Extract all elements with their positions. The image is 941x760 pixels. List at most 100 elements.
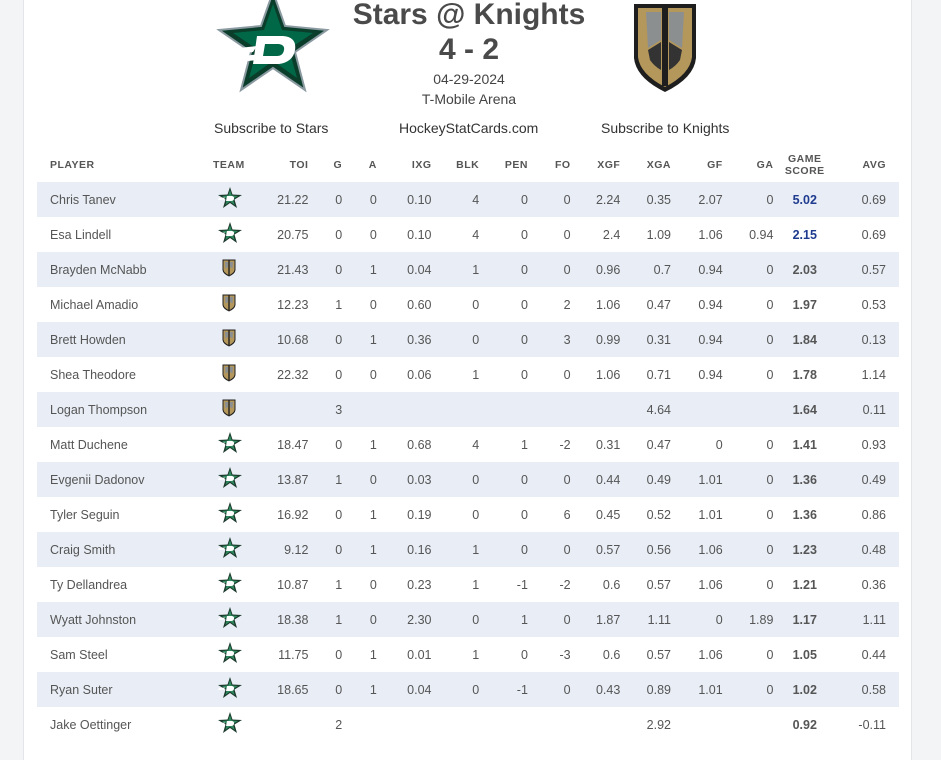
subscribe-stars-link[interactable]: Subscribe to Stars (214, 120, 329, 136)
player-name[interactable]: Brett Howden (50, 332, 126, 347)
stat-a: 0 (369, 192, 377, 207)
stat-g: 0 (335, 437, 343, 452)
col-xga[interactable]: XGA (646, 159, 672, 171)
col-g[interactable]: G (333, 159, 343, 171)
stat-game-score: 1.41 (792, 437, 817, 452)
player-name[interactable]: Shea Theodore (50, 367, 136, 382)
stat-avg: 0.57 (861, 262, 886, 277)
player-name[interactable]: Logan Thompson (50, 402, 148, 417)
stat-a: 0 (369, 367, 377, 382)
stat-xgf: 0.96 (595, 262, 621, 277)
stat-xgf (571, 392, 621, 427)
table-row[interactable]: Brett Howden 10.68 0 1 0.36 0 0 3 0.99 0.31 0.94 0 1… (37, 322, 899, 357)
col-pen[interactable]: PEN (504, 159, 528, 171)
col-fo[interactable]: FO (555, 159, 571, 171)
table-row[interactable]: Evgenii Dadonov 13.87 1 0 0.03 0 0 0 0.44 0.49 1.0… (37, 462, 899, 497)
table-row[interactable]: Wyatt Johnston 18.38 1 0 2.30 0 1 0 1.87 1.11 0 1.8… (37, 602, 899, 637)
stat-pen: 0 (520, 507, 528, 522)
stat-game-score: 1.36 (792, 507, 817, 522)
stat-game-score: 5.02 (792, 192, 817, 207)
col-team[interactable]: TEAM (212, 159, 245, 171)
player-name[interactable]: Matt Duchene (50, 437, 128, 452)
col-blk[interactable]: BLK (456, 159, 480, 171)
stat-toi: 22.32 (277, 367, 309, 382)
stat-avg: 0.69 (861, 192, 886, 207)
table-row[interactable]: Jake Oettinger 2 2.92 0.92 -0.11 (37, 707, 899, 742)
stat-a: 0 (369, 577, 377, 592)
team-cell (199, 672, 259, 707)
col-player[interactable]: PLAYER (50, 159, 95, 171)
table-row[interactable]: Brayden McNabb 21.43 0 1 0.04 1 0 0 0.96 0.7 0.94 0… (37, 252, 899, 287)
stat-xga: 4.64 (646, 402, 672, 417)
stat-fo: -3 (559, 647, 571, 662)
stat-xga: 0.47 (646, 297, 672, 312)
stat-xgf: 0.31 (595, 437, 621, 452)
player-name[interactable]: Evgenii Dadonov (50, 472, 145, 487)
player-name[interactable]: Jake Oettinger (50, 717, 132, 732)
stat-xgf: 0.57 (595, 542, 621, 557)
table-row[interactable]: Logan Thompson 3 4.64 1.64 0.11 (37, 392, 899, 427)
table-row[interactable]: Ty Dellandrea 10.87 1 0 0.23 1 -1 -2 0.6 0.57 1.06… (37, 567, 899, 602)
stat-xgf: 0.44 (595, 472, 621, 487)
col-game-score[interactable]: GAME SCORE (773, 148, 836, 182)
stat-xgf: 0.43 (595, 682, 621, 697)
stat-toi: 21.22 (277, 192, 309, 207)
player-name[interactable]: Michael Amadio (50, 297, 139, 312)
table-row[interactable]: Shea Theodore 22.32 0 0 0.06 1 0 0 1.06 0.71 0.94 0… (37, 357, 899, 392)
stars-team-icon (216, 642, 242, 667)
stat-game-score: 1.78 (792, 367, 817, 382)
table-row[interactable]: Esa Lindell 20.75 0 0 0.10 4 0 0 2.4 1.09 1.06 0.94… (37, 217, 899, 252)
table-row[interactable]: Matt Duchene 18.47 0 1 0.68 4 1 -2 0.31 0.47 0 0 1.4… (37, 427, 899, 462)
knights-team-icon (222, 364, 236, 385)
col-ga[interactable]: GA (756, 159, 774, 171)
game-title: Stars @ Knights (352, 0, 586, 31)
stat-blk: 1 (472, 647, 480, 662)
stat-g: 1 (335, 472, 343, 487)
stat-xga: 0.56 (646, 542, 672, 557)
stat-g: 1 (335, 577, 343, 592)
table-row[interactable]: Sam Steel 11.75 0 1 0.01 1 0 -3 0.6 0.57 1.06 0 1.05… (37, 637, 899, 672)
stat-avg: 1.14 (861, 367, 886, 382)
stat-avg: 0.44 (861, 647, 886, 662)
subscribe-knights-link[interactable]: Subscribe to Knights (601, 120, 730, 136)
table-row[interactable]: Ryan Suter 18.65 0 1 0.04 0 -1 0 0.43 0.89 1.01 0 1.… (37, 672, 899, 707)
stat-ixg: 0.36 (407, 332, 432, 347)
stat-g: 0 (335, 192, 343, 207)
player-name[interactable]: Wyatt Johnston (50, 612, 137, 627)
stat-a: 0 (369, 612, 377, 627)
table-row[interactable]: Chris Tanev 21.22 0 0 0.10 4 0 0 2.24 0.35 2.07 0 5.… (37, 182, 899, 217)
player-name[interactable]: Brayden McNabb (50, 262, 147, 277)
col-xgf[interactable]: XGF (597, 159, 621, 171)
col-avg[interactable]: AVG (862, 159, 886, 171)
player-name[interactable]: Chris Tanev (50, 192, 116, 207)
player-name[interactable]: Ty Dellandrea (50, 577, 128, 592)
stat-blk: 1 (472, 542, 480, 557)
player-name[interactable]: Tyler Seguin (50, 507, 120, 522)
stat-gf: 1.01 (698, 472, 723, 487)
stat-xga: 0.35 (646, 192, 672, 207)
stat-fo: 0 (563, 262, 571, 277)
stat-game-score: 1.17 (792, 612, 817, 627)
player-name[interactable]: Craig Smith (50, 542, 116, 557)
player-name[interactable]: Sam Steel (50, 647, 108, 662)
table-row[interactable]: Michael Amadio 12.23 1 0 0.60 0 0 2 1.06 0.47 0.94… (37, 287, 899, 322)
stat-ga: 0 (766, 682, 774, 697)
col-toi[interactable]: TOI (289, 159, 309, 171)
stat-fo: 3 (563, 332, 571, 347)
site-link[interactable]: HockeyStatCards.com (399, 120, 539, 136)
col-gf[interactable]: GF (707, 159, 723, 171)
team-cell (199, 357, 259, 392)
stars-team-icon (216, 502, 242, 527)
stat-xgf: 2.24 (595, 192, 621, 207)
player-name[interactable]: Ryan Suter (50, 682, 113, 697)
stat-xgf: 1.06 (595, 297, 621, 312)
player-name[interactable]: Esa Lindell (50, 227, 112, 242)
stat-avg: 1.11 (862, 612, 886, 627)
stat-a: 1 (369, 507, 377, 522)
table-row[interactable]: Tyler Seguin 16.92 0 1 0.19 0 0 6 0.45 0.52 1.01 0 1… (37, 497, 899, 532)
stat-a (342, 707, 377, 742)
col-ixg[interactable]: IXG (411, 159, 432, 171)
col-a[interactable]: A (368, 159, 377, 171)
stat-xga: 0.52 (646, 507, 672, 522)
table-row[interactable]: Craig Smith 9.12 0 1 0.16 1 0 0 0.57 0.56 1.06 0 1.2… (37, 532, 899, 567)
